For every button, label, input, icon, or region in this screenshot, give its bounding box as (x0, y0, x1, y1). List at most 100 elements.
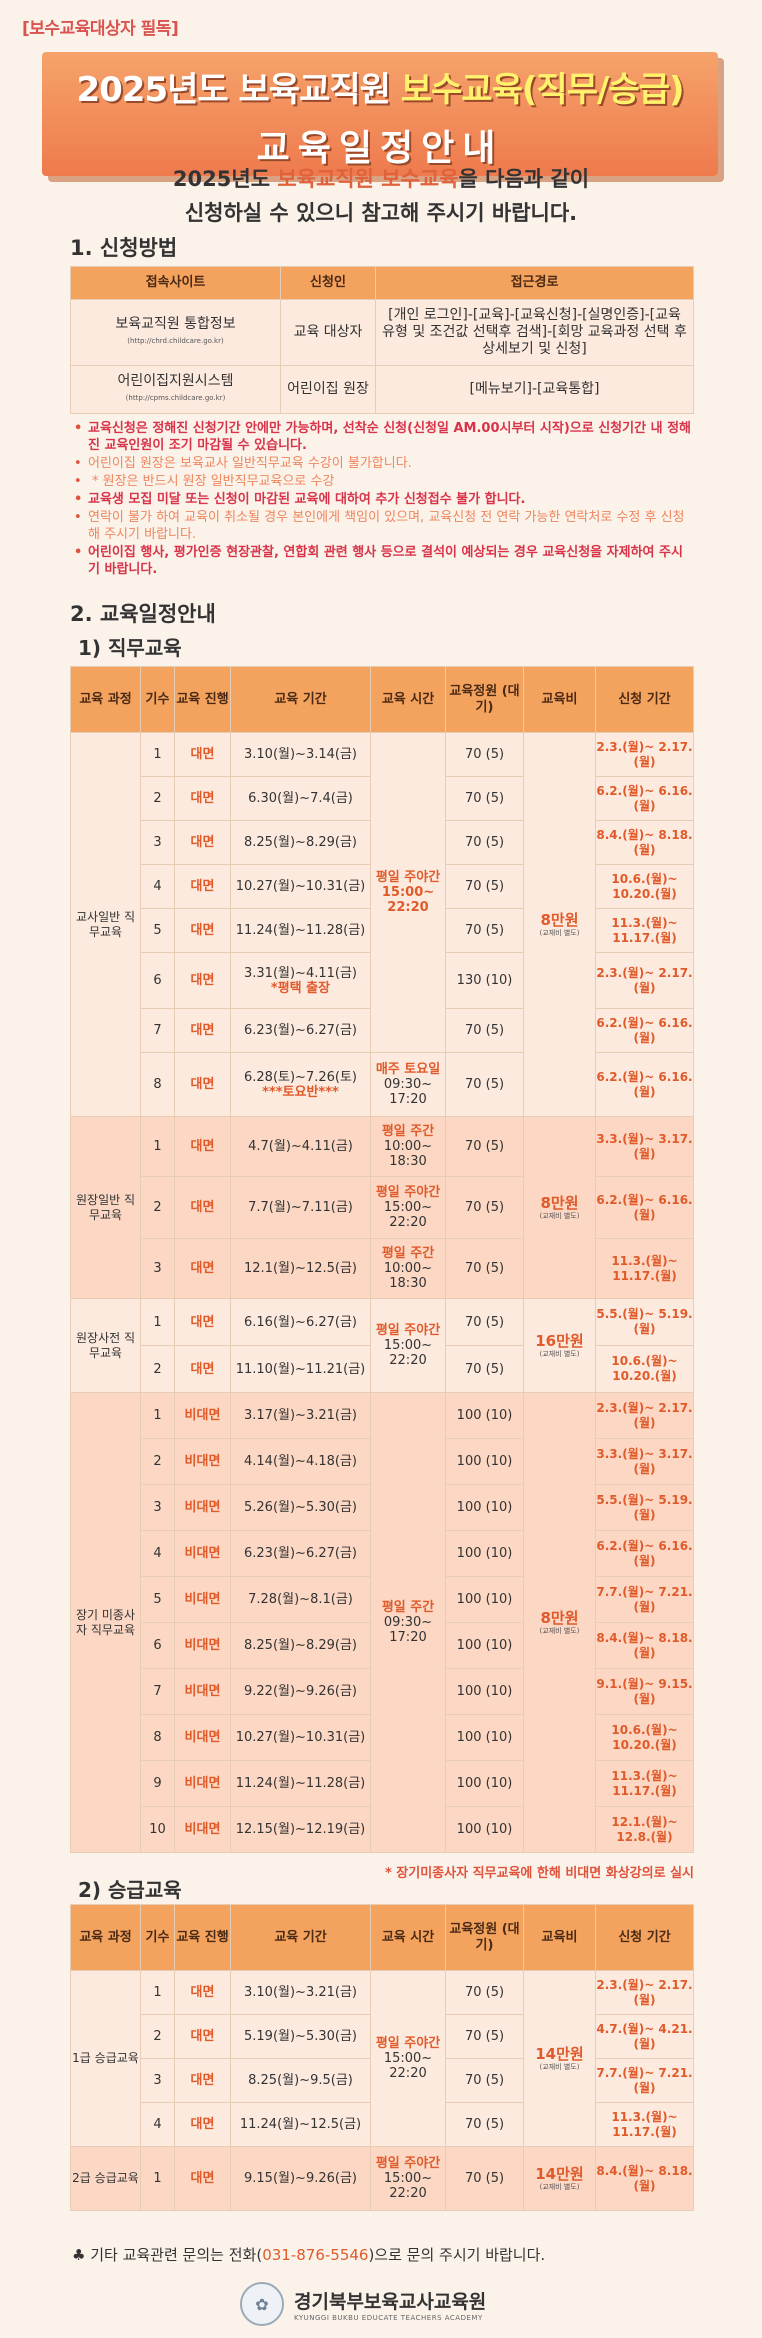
table-row: 2급 승급교육 1 대면 9.15(월)~9.26(금) 평일 주야간 15:00~ 22… (70, 2146, 694, 2211)
delivery-mode: 대면 (174, 820, 231, 865)
apply-period: 12.1.(월)~ 12.8.(월) (595, 1806, 694, 1853)
note-item: 교육신청은 정해진 신청기간 안에만 가능하며, 선착순 신청(신청일 AM.0… (74, 420, 694, 454)
period-text: 6.23(월)~6.27(금) (244, 1546, 357, 1561)
course-period: 8.25(월)~8.29(금) (230, 1622, 371, 1669)
site-url: (http://cpms.childcare.go.kr) (125, 393, 226, 402)
period-text: 8.25(월)~9.5(금) (248, 2073, 353, 2088)
cohort-number: 4 (140, 2102, 175, 2147)
apply-period: 2.3.(월)~ 2.17.(월) (595, 1970, 694, 2015)
cohort-number: 7 (140, 1668, 175, 1715)
table-row: 8 대면 6.28(토)~7.26(토) ***토요반*** 매주 토요일 09:30~ … (71, 1052, 694, 1117)
cohort-number: 10 (140, 1806, 175, 1853)
course-period: 11.10(월)~11.21(금) (230, 1345, 371, 1393)
section1-title: 1. 신청방법 (70, 236, 178, 260)
course-fee: 8만원 (교재비 별도) (523, 1392, 596, 1853)
course-period: 9.22(월)~9.26(금) (230, 1668, 371, 1715)
course-period: 8.25(월)~8.29(금) (230, 820, 371, 865)
period-text: 7.28(월)~8.1(금) (248, 1592, 353, 1607)
apply-period: 6.2.(월)~ 6.16.(월) (595, 1176, 694, 1239)
delivery-mode: 대면 (174, 2146, 231, 2211)
apply-period: 2.3.(월)~ 2.17.(월) (595, 732, 694, 777)
academy-name-en: KYUNGGI BUKBU EDUCATE TEACHERS ACADEMY (294, 2313, 483, 2322)
th-col-2: 교육 진행 (174, 666, 231, 733)
capacity: 70 (5) (445, 732, 524, 777)
table-row: 장기 미종사자 직무교육 1 비대면 3.17(월)~3.21(금) 평일 주간 09:3… (70, 1392, 694, 1853)
delivery-mode: 대면 (174, 1970, 231, 2015)
course-period: 6.23(월)~6.27(금) (230, 1008, 371, 1053)
apply-period: 3.3.(월)~ 3.17.(월) (595, 1438, 694, 1485)
table-row: 8 비대면 10.27(월)~10.31(금) 100 (10) 10.6.(월)~ 1… (71, 1714, 694, 1761)
apply-period: 9.1.(월)~ 9.15.(월) (595, 1668, 694, 1715)
target-tag: [보수교육대상자 필독] (22, 19, 179, 39)
th-col-1: 기수 (140, 1904, 175, 1971)
title-banner: 2025년도 보육교직원 보수교육(직무/승급) 교육일정안내 (42, 52, 718, 176)
period-text: 7.7(월)~7.11(금) (248, 1200, 353, 1215)
th-col-7: 신청 기간 (595, 1904, 694, 1971)
remark: * 장기미종사자 직무교육에 한해 비대면 화상강의로 실시 (384, 1866, 694, 1881)
capacity: 70 (5) (445, 1238, 524, 1299)
capacity: 70 (5) (445, 2014, 524, 2059)
fee-value: 8만원 (540, 1608, 579, 1627)
capacity: 100 (10) (445, 1576, 524, 1623)
course-period: 7.7(월)~7.11(금) (230, 1176, 371, 1239)
capacity: 70 (5) (445, 2058, 524, 2103)
capacity: 70 (5) (445, 2146, 524, 2211)
course-fee: 14만원 (교재비 별도) (523, 2146, 596, 2211)
banner-title-line1: 2025년도 보육교직원 보수교육(직무/승급) (76, 70, 684, 110)
apply-period: 10.6.(월)~ 10.20.(월) (595, 1714, 694, 1761)
period-text: 8.25(월)~8.29(금) (244, 1638, 357, 1653)
period-text: 9.22(월)~9.26(금) (244, 1684, 357, 1699)
capacity: 100 (10) (445, 1392, 524, 1439)
delivery-mode: 대면 (174, 732, 231, 777)
time-range: 15:00~ 22:20 (383, 2051, 433, 2081)
period-text: 11.24(월)~12.5(금) (239, 2117, 362, 2132)
fee-value: 14만원 (535, 2164, 584, 2183)
table-row: 4 비대면 6.23(월)~6.27(금) 100 (10) 6.2.(월)~ 6.16… (71, 1530, 694, 1577)
period-text: 6.30(월)~7.4(금) (248, 791, 353, 806)
time-label: 평일 주야간 (375, 2156, 441, 2171)
cohort-number: 2 (140, 776, 175, 821)
cohort-number: 1 (140, 1392, 175, 1439)
course-period: 8.25(월)~9.5(금) (230, 2058, 371, 2103)
course-period: 6.16(월)~6.27(금) (230, 1298, 371, 1346)
seunggeup-schedule-table: 교육 과정 기수 교육 진행 교육 기간 교육 시간 교육정원 (대기) 교육비 신청 기간 1… (70, 1904, 694, 2211)
delivery-mode: 대면 (174, 1345, 231, 1393)
fee-value: 16만원 (535, 1331, 584, 1350)
delivery-mode: 대면 (174, 1238, 231, 1299)
table-row: 6 비대면 8.25(월)~8.29(금) 100 (10) 8.4.(월)~ 8.18… (71, 1622, 694, 1669)
course-name: 원장사전 직무교육 (70, 1298, 141, 1393)
th-applicant: 신청인 (280, 266, 376, 300)
capacity: 70 (5) (445, 1345, 524, 1393)
period-text: 11.10(월)~11.21(금) (235, 1361, 366, 1377)
time-label: 평일 주간 (381, 1600, 435, 1615)
apply-period: 8.4.(월)~ 8.18.(월) (595, 1622, 694, 1669)
delivery-mode: 비대면 (174, 1668, 231, 1715)
table-row: 5 대면 11.24(월)~11.28(금) 70 (5) 11.3.(월)~ 11.1… (71, 908, 694, 953)
cohort-number: 4 (140, 1530, 175, 1577)
period-text: 6.28(토)~7.26(토) (244, 1069, 357, 1085)
table-row: 3 대면 8.25(월)~8.29(금) 70 (5) 8.4.(월)~ 8.18.(월… (71, 820, 694, 865)
course-time: 매주 토요일 09:30~ 17:20 (370, 1052, 446, 1117)
cohort-number: 1 (140, 1116, 175, 1177)
note-item: * 원장은 반드시 원장 일반직무교육으로 수강 (74, 473, 694, 490)
th-path: 접근경로 (375, 266, 694, 300)
capacity: 70 (5) (445, 1052, 524, 1117)
time-range: 15:00~ 22:20 (383, 1338, 433, 1368)
period-text: 10.27(월)~10.31(금) (235, 1730, 366, 1745)
course-period: 6.28(토)~7.26(토) ***토요반*** (230, 1052, 371, 1117)
period-text: 5.19(월)~5.30(금) (244, 2029, 357, 2044)
th-col-4: 교육 시간 (370, 666, 446, 733)
course-period: 10.27(월)~10.31(금) (230, 1714, 371, 1761)
period-text: 3.10(월)~3.21(금) (244, 1985, 357, 2000)
delivery-mode: 비대면 (174, 1714, 231, 1761)
apply-period: 5.5.(월)~ 5.19.(월) (595, 1298, 694, 1346)
table-row: 어린이집지원시스템 (http://cpms.childcare.go.kr) 어… (70, 365, 694, 414)
course-period: 9.15(월)~9.26(금) (230, 2146, 371, 2211)
note-item: 어린이집 행사, 평가인증 현장관찰, 연합회 관련 행사 등으로 결석이 예상… (74, 544, 694, 578)
th-col-3: 교육 기간 (230, 1904, 371, 1971)
period-text: 6.23(월)~6.27(금) (244, 1023, 357, 1038)
apply-period: 2.3.(월)~ 2.17.(월) (595, 952, 694, 1009)
fee-value: 14만원 (535, 2044, 584, 2063)
apply-period: 10.6.(월)~ 10.20.(월) (595, 1345, 694, 1393)
course-name: 교사일반 직무교육 (70, 732, 141, 1117)
